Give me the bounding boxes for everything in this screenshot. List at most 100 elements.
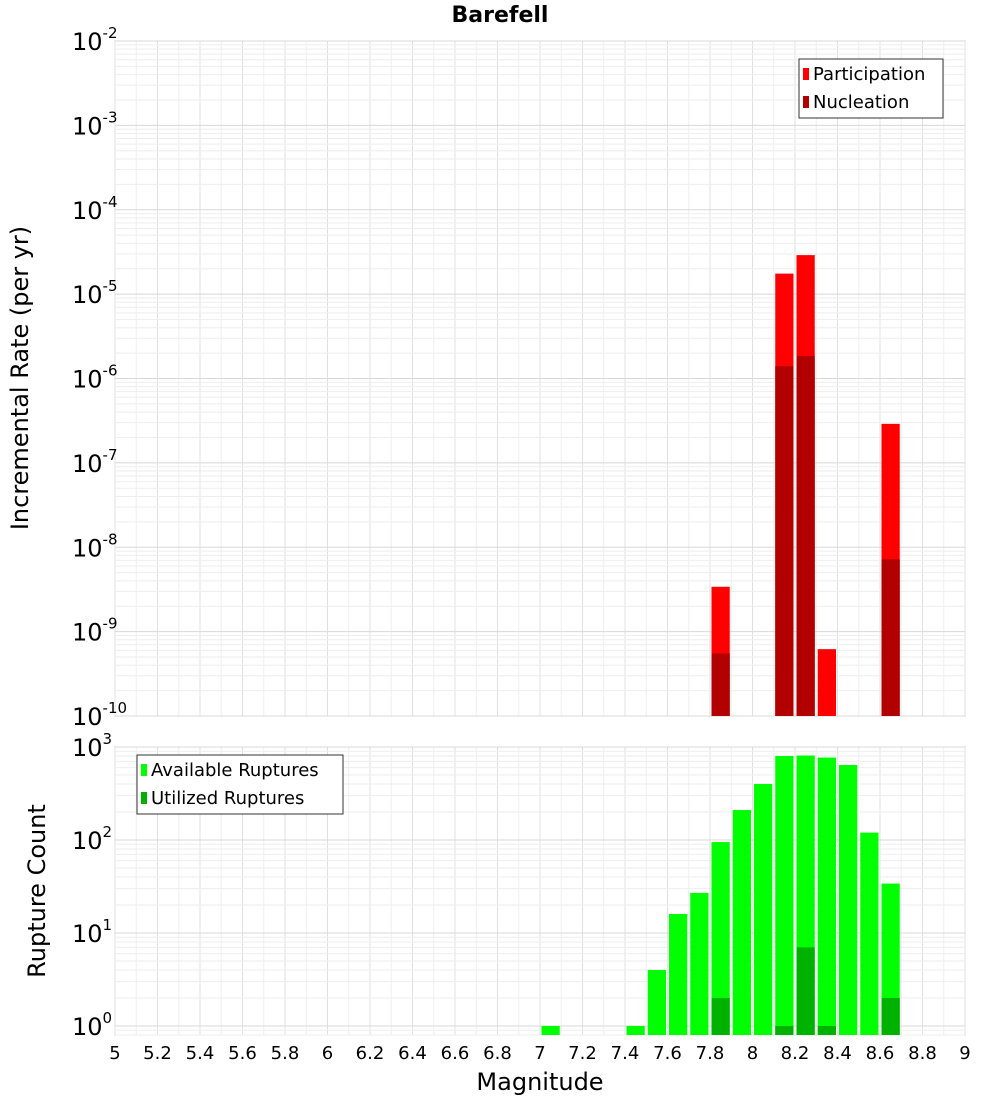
y-tick-label: 10-9 <box>72 615 118 647</box>
bar-primary <box>817 757 836 1035</box>
x-tick-label: 6.8 <box>483 1043 512 1064</box>
bar-primary <box>817 649 836 716</box>
bar-secondary <box>711 653 730 716</box>
bar-secondary <box>881 997 900 1035</box>
bar-secondary <box>881 559 900 716</box>
y-tick-base: 10 <box>72 734 103 762</box>
y-tick-base: 10 <box>72 920 103 948</box>
y-tick-base: 10 <box>72 197 103 225</box>
bar-primary <box>839 765 858 1035</box>
bar-primary <box>732 810 751 1035</box>
x-tick-label: 5.2 <box>143 1043 172 1064</box>
bar-primary <box>626 1025 645 1035</box>
y-tick-label: 100 <box>72 1009 112 1041</box>
legend-label: Nucleation <box>813 92 909 113</box>
x-axis-label: Magnitude <box>476 1068 603 1096</box>
x-tick-label: 6.6 <box>441 1043 470 1064</box>
x-tick-label: 7.4 <box>611 1043 640 1064</box>
top-legend: Participation Nucleation <box>798 58 944 119</box>
x-tick-label: 7 <box>534 1043 545 1064</box>
legend-swatch <box>803 96 809 108</box>
y-tick-label: 101 <box>72 916 112 948</box>
y-tick-label: 10-6 <box>72 362 118 394</box>
x-tick-label: 6 <box>322 1043 333 1064</box>
y-tick-exponent: -10 <box>103 699 128 717</box>
x-tick-label: 8.6 <box>866 1043 895 1064</box>
x-tick-label: 5.4 <box>186 1043 215 1064</box>
legend-swatch <box>141 792 147 804</box>
bar-primary <box>881 883 900 1035</box>
y-tick-base: 10 <box>72 366 103 394</box>
bottom-y-axis-label: Rupture Count <box>23 804 51 978</box>
x-tick-label: 6.2 <box>356 1043 385 1064</box>
bar-primary <box>690 892 709 1035</box>
legend-box <box>798 58 944 119</box>
y-tick-label: 10-4 <box>72 193 118 225</box>
y-tick-label: 102 <box>72 823 112 855</box>
y-tick-base: 10 <box>72 703 103 731</box>
bar-primary <box>647 969 666 1035</box>
y-tick-base: 10 <box>72 1013 103 1041</box>
x-tick-label: 5.6 <box>228 1043 257 1064</box>
y-tick-exponent: -4 <box>103 193 118 211</box>
y-tick-label: 10-3 <box>72 108 118 140</box>
y-tick-label: 10-8 <box>72 530 118 562</box>
legend-swatch <box>803 68 809 80</box>
x-tick-label: 8.4 <box>823 1043 852 1064</box>
y-tick-label: 10-10 <box>72 699 127 731</box>
y-tick-base: 10 <box>72 827 103 855</box>
bottom-legend: Available Ruptures Utilized Ruptures <box>136 754 344 815</box>
y-tick-exponent: -3 <box>103 108 118 126</box>
legend-label: Utilized Ruptures <box>151 788 304 809</box>
y-tick-exponent: 1 <box>103 916 113 934</box>
bar-primary <box>860 832 879 1035</box>
y-tick-exponent: -7 <box>103 446 118 464</box>
legend-label: Participation <box>813 64 925 85</box>
top-y-axis-label: Incremental Rate (per yr) <box>6 226 34 530</box>
bar-primary <box>754 784 773 1035</box>
y-tick-exponent: 0 <box>103 1009 113 1027</box>
x-tick-label: 7.2 <box>568 1043 597 1064</box>
bar-secondary <box>711 997 730 1035</box>
y-tick-base: 10 <box>72 450 103 478</box>
y-tick-base: 10 <box>72 112 103 140</box>
y-tick-label: 10-5 <box>72 277 118 309</box>
y-tick-label: 10-2 <box>72 24 118 56</box>
x-tick-label: 9 <box>959 1043 970 1064</box>
y-tick-base: 10 <box>72 28 103 56</box>
bar-primary <box>775 756 794 1035</box>
legend-label: Available Ruptures <box>151 760 319 781</box>
chart-title: Barefell <box>452 3 549 28</box>
y-tick-base: 10 <box>72 281 103 309</box>
x-tick-label: 8.2 <box>781 1043 810 1064</box>
x-tick-label: 8 <box>747 1043 758 1064</box>
y-tick-exponent: 2 <box>103 823 113 841</box>
x-axis-ticks: 5 5.2 5.4 5.6 5.8 6 6.2 6.4 6.6 6.8 7 7.2 7.4 7.6 7.8 8… <box>109 1043 970 1064</box>
y-tick-exponent: -6 <box>103 362 118 380</box>
x-tick-label: 6.4 <box>398 1043 427 1064</box>
top-bars <box>711 255 900 716</box>
bar-secondary <box>796 947 815 1035</box>
bottom-bars <box>541 755 900 1035</box>
y-tick-base: 10 <box>72 534 103 562</box>
bar-secondary <box>775 1025 794 1035</box>
y-tick-exponent: 3 <box>103 730 113 748</box>
bar-secondary <box>817 1025 836 1035</box>
y-tick-exponent: -2 <box>103 24 118 42</box>
bar-primary <box>669 914 688 1035</box>
x-tick-label: 8.8 <box>908 1043 937 1064</box>
legend-swatch <box>141 764 147 776</box>
bar-secondary <box>796 355 815 716</box>
bar-primary <box>711 842 730 1035</box>
y-tick-label: 10-7 <box>72 446 118 478</box>
bar-primary <box>541 1025 560 1035</box>
y-tick-base: 10 <box>72 619 103 647</box>
y-tick-exponent: -8 <box>103 530 118 548</box>
top-grid <box>114 40 966 717</box>
y-tick-label: 103 <box>72 730 112 762</box>
